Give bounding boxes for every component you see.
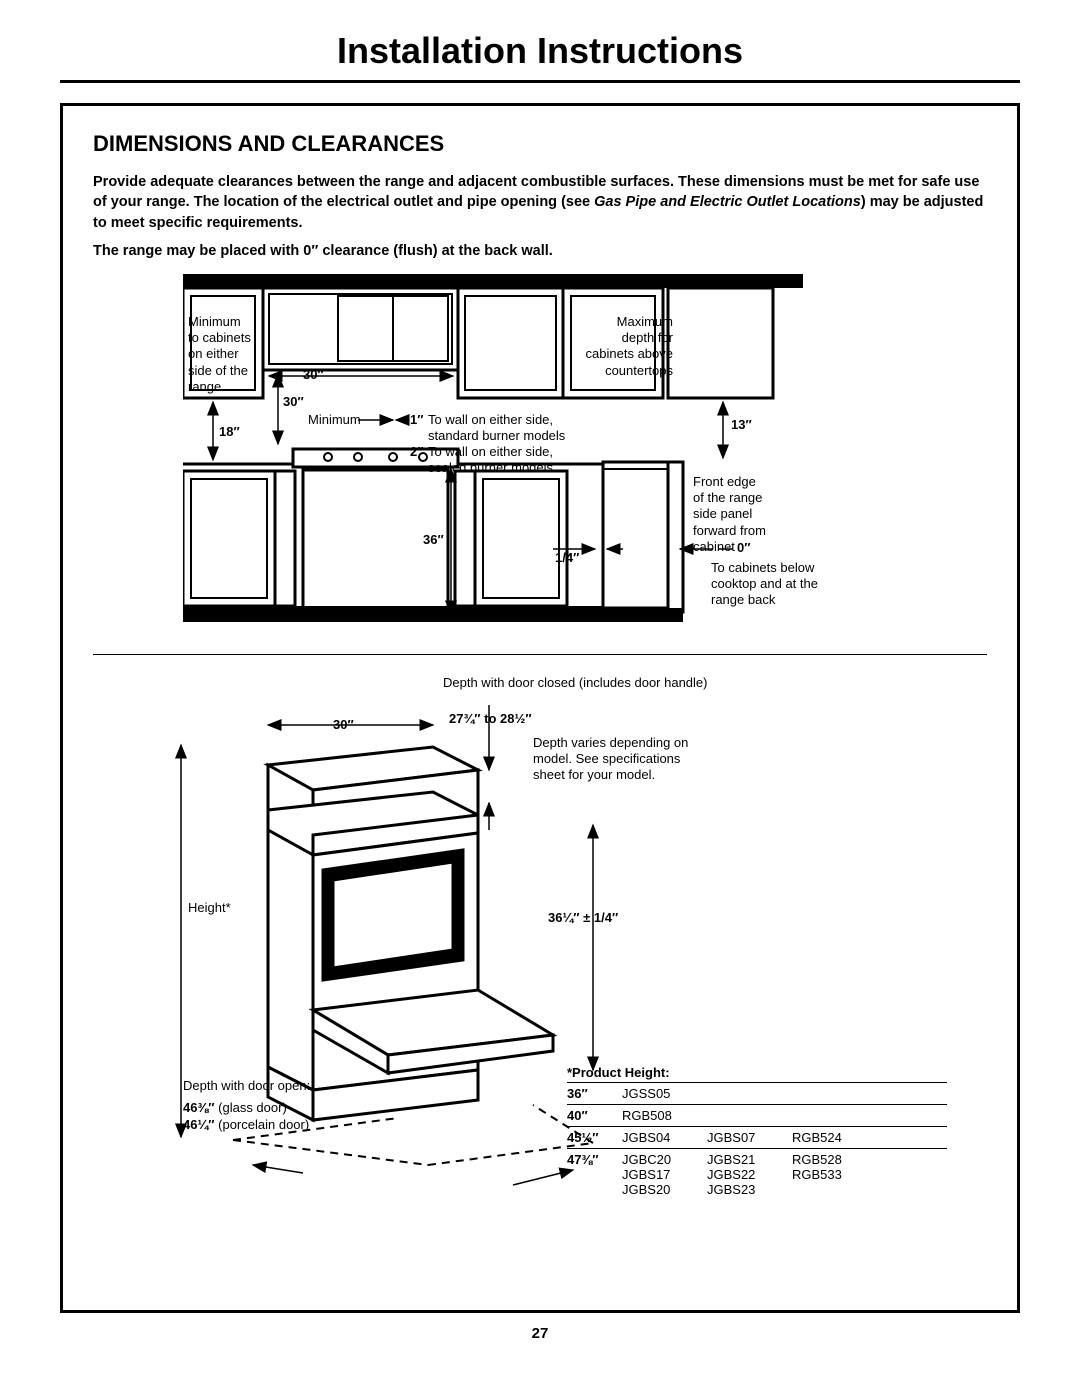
label-2734: 27¾″ to 28½″ [449,711,532,727]
label-minimum: Minimum [308,412,361,428]
intro-text: Provide adequate clearances between the … [93,172,987,233]
label-min-cabinets: Minimum to cabinets on either side of th… [188,314,268,395]
label-depth-closed: Depth with door closed (includes door ha… [443,675,708,691]
section-title: DIMENSIONS AND CLEARANCES [93,131,987,157]
intro-italic: Gas Pipe and Electric Outlet Locations [594,194,861,210]
label-height: Height* [188,900,231,916]
label-0: 0″ [737,540,750,556]
page-title: Installation Instructions [60,30,1020,72]
label-depth-open: Depth with door open: [183,1078,310,1094]
ph-title: *Product Height: [567,1065,947,1080]
divider [93,654,987,655]
clearance-diagram: Minimum to cabinets on either side of th… [183,274,897,634]
label-to-cab-below: To cabinets below cooktop and at the ran… [711,560,851,609]
label-2: 2″ [410,444,423,460]
label-36: 36″ [423,532,444,548]
sub-text: The range may be placed with 0″ clearanc… [93,243,987,259]
label-13: 13″ [731,417,752,433]
page-number: 27 [60,1325,1020,1342]
product-height-table: *Product Height: 36″JGSS0540″RGB50845½″J… [567,1065,947,1200]
main-box: DIMENSIONS AND CLEARANCES Provide adequa… [60,103,1020,1313]
range-diagram: Depth with door closed (includes door ha… [133,675,947,1205]
label-depth-varies: Depth varies depending on model. See spe… [533,735,733,784]
label-18: 18″ [219,424,240,440]
ph-row: 47⅜″JGBC20 JGBS17 JGBS20JGBS21 JGBS22 JG… [567,1148,947,1200]
ph-row: 40″RGB508 [567,1104,947,1126]
ph-row: 36″JGSS05 [567,1082,947,1104]
label-1: 1″ [410,412,423,428]
label-max-depth: Maximum depth for cabinets above counter… [573,314,673,379]
label-2-text: To wall on either side, sealed burner mo… [428,444,588,477]
label-30a: 30″ [303,367,324,383]
title-rule [60,80,1020,83]
label-3614: 36¼″ ± 1/4″ [548,910,618,926]
label-30w: 30″ [333,717,354,733]
label-14: 1/4″ [555,550,579,566]
label-30b: 30″ [283,394,304,410]
label-1-text: To wall on either side, standard burner … [428,412,588,445]
ph-row: 45½″JGBS04JGBS07RGB524 [567,1126,947,1148]
label-4614: 46¼″ (porcelain door) [183,1117,309,1133]
label-4638: 46⅜″ (glass door) [183,1100,287,1116]
